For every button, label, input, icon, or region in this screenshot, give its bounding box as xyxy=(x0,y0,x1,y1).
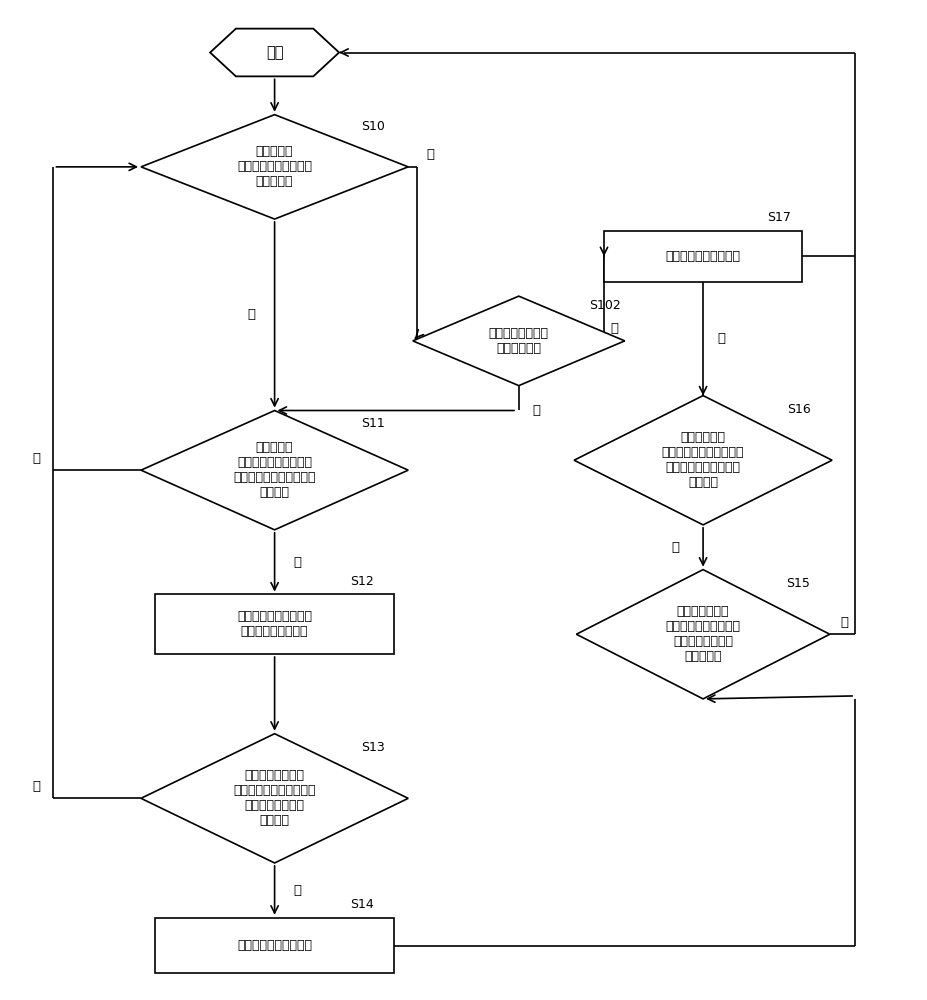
Text: S14: S14 xyxy=(349,898,374,911)
Polygon shape xyxy=(577,570,830,699)
Text: 判断间隔时间是否
达到预定时间: 判断间隔时间是否 达到预定时间 xyxy=(489,327,549,355)
Text: 根据所述辅助温度
传感器感测的水温判断是
否满足热泵主机的
开机条件: 根据所述辅助温度 传感器感测的水温判断是 否满足热泵主机的 开机条件 xyxy=(234,769,316,827)
Text: 根据所述主
温度传感器感测的水温
判断是否满足热泵主机的
开机条件: 根据所述主 温度传感器感测的水温 判断是否满足热泵主机的 开机条件 xyxy=(234,441,316,499)
Text: 根据所述主温度
传感器感测的水温判断
是否满足热泵主机
的停机条件: 根据所述主温度 传感器感测的水温判断 是否满足热泵主机 的停机条件 xyxy=(666,605,741,663)
Text: 否: 否 xyxy=(671,541,679,554)
Text: 是: 是 xyxy=(426,148,435,161)
Text: 是: 是 xyxy=(841,616,849,629)
Text: 是: 是 xyxy=(293,884,301,897)
Text: 是: 是 xyxy=(293,556,301,569)
Text: 开启循环水路中的水泵
并持续一段预设时间: 开启循环水路中的水泵 并持续一段预设时间 xyxy=(237,610,312,638)
Text: S12: S12 xyxy=(349,575,374,588)
Polygon shape xyxy=(141,115,408,219)
Text: 根据所述辅助
温度传感器感测的水温判
断是否满足热泵主机的
停机条件: 根据所述辅助 温度传感器感测的水温判 断是否满足热泵主机的 停机条件 xyxy=(662,431,744,489)
Text: S13: S13 xyxy=(362,741,385,754)
Text: 否: 否 xyxy=(610,322,618,335)
Text: 否: 否 xyxy=(248,308,256,321)
Text: S11: S11 xyxy=(362,417,385,430)
Bar xyxy=(604,231,802,282)
Bar xyxy=(155,918,394,973)
Polygon shape xyxy=(413,296,625,386)
Text: S10: S10 xyxy=(362,120,386,133)
Text: 开始: 开始 xyxy=(266,45,284,60)
Text: 开启热泵主机进行加热: 开启热泵主机进行加热 xyxy=(237,939,312,952)
Polygon shape xyxy=(141,410,408,530)
Text: 关闭热泵主机停止加热: 关闭热泵主机停止加热 xyxy=(666,250,741,263)
Text: 检测安装在
水箱内的主温度传感器
是否有故障: 检测安装在 水箱内的主温度传感器 是否有故障 xyxy=(237,145,312,188)
Text: 是: 是 xyxy=(533,404,540,417)
Text: 否: 否 xyxy=(32,780,41,793)
Text: 否: 否 xyxy=(32,452,41,465)
Polygon shape xyxy=(141,734,408,863)
Bar xyxy=(155,594,394,654)
Text: S15: S15 xyxy=(786,577,809,590)
Polygon shape xyxy=(210,29,339,76)
Polygon shape xyxy=(574,396,832,525)
Text: S102: S102 xyxy=(590,299,621,312)
Text: S16: S16 xyxy=(787,403,811,416)
Text: S17: S17 xyxy=(767,211,791,224)
Text: 是: 是 xyxy=(717,332,725,345)
